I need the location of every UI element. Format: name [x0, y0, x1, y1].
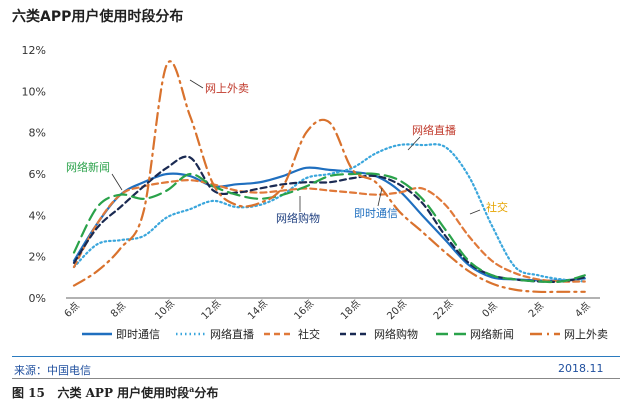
y-tick-label: 4%	[29, 209, 46, 222]
annotation-label: 网络新闻	[66, 160, 110, 174]
annotation-label: 网上外卖	[205, 82, 249, 95]
y-tick-label: 2%	[29, 251, 46, 264]
source-text: 来源：中国电信	[14, 364, 91, 377]
annotation-leader	[189, 79, 204, 89]
y-tick-label: 12%	[22, 44, 46, 57]
x-tick-label: 8点	[108, 300, 128, 320]
caption-divider	[12, 378, 620, 379]
chart-title: 六类APP用户使用时段分布	[12, 9, 184, 25]
annotation-label: 网络直播	[412, 123, 456, 137]
x-tick-label: 12点	[199, 298, 224, 323]
legend-label: 网络新闻	[470, 327, 514, 341]
legend-label: 网上外卖	[564, 328, 608, 341]
series-line	[72, 60, 586, 294]
legend-label: 网络购物	[374, 327, 418, 341]
series-line	[72, 166, 586, 282]
x-tick-label: 16点	[292, 298, 317, 323]
y-tick-label: 8%	[29, 127, 46, 140]
legend-label: 社交	[298, 327, 320, 341]
x-tick-label: 14点	[245, 298, 270, 323]
annotation-label: 即时通信	[354, 207, 398, 220]
figure-caption: 图 15 六类 APP 用户使用时段a分布	[12, 384, 218, 401]
legend-label: 网络直播	[210, 327, 254, 341]
x-tick-label: 2点	[526, 300, 546, 320]
annotation-label: 社交	[486, 200, 508, 214]
annotation-leader	[377, 187, 383, 207]
date-text: 2018.11	[558, 362, 604, 375]
line-chart: 0% 2% 4% 6% 8% 10% 12% 6点 8点 10点 12点 14点 16点 18点 20点 22…	[22, 44, 608, 341]
x-tick-label: 20点	[385, 298, 410, 323]
annotation-leader	[469, 209, 481, 215]
x-tick-label: 0点	[480, 300, 500, 320]
series-line	[72, 155, 586, 283]
y-tick-label: 0%	[29, 292, 46, 305]
y-tick-label: 10%	[22, 85, 46, 98]
series-line	[72, 143, 586, 283]
caption-superscript: a	[189, 384, 195, 394]
annotation-leader	[407, 136, 421, 151]
caption-text-end: 分布	[194, 386, 219, 400]
x-tick-label: 22点	[431, 298, 456, 323]
legend-label: 即时通信	[116, 328, 160, 341]
annotation-leader	[111, 173, 123, 191]
series-line	[72, 179, 586, 283]
caption-text: 六类 APP 用户使用时段	[57, 386, 190, 400]
x-tick-label: 10点	[152, 298, 177, 323]
source-divider	[12, 356, 620, 357]
x-tick-label: 6点	[62, 300, 82, 320]
x-tick-label: 18点	[338, 298, 363, 323]
annotation-label: 网络购物	[276, 211, 320, 225]
x-tick-label: 4点	[573, 300, 593, 320]
y-tick-label: 6%	[29, 168, 46, 181]
series-line	[72, 172, 586, 284]
figure-number: 图 15	[12, 386, 45, 400]
